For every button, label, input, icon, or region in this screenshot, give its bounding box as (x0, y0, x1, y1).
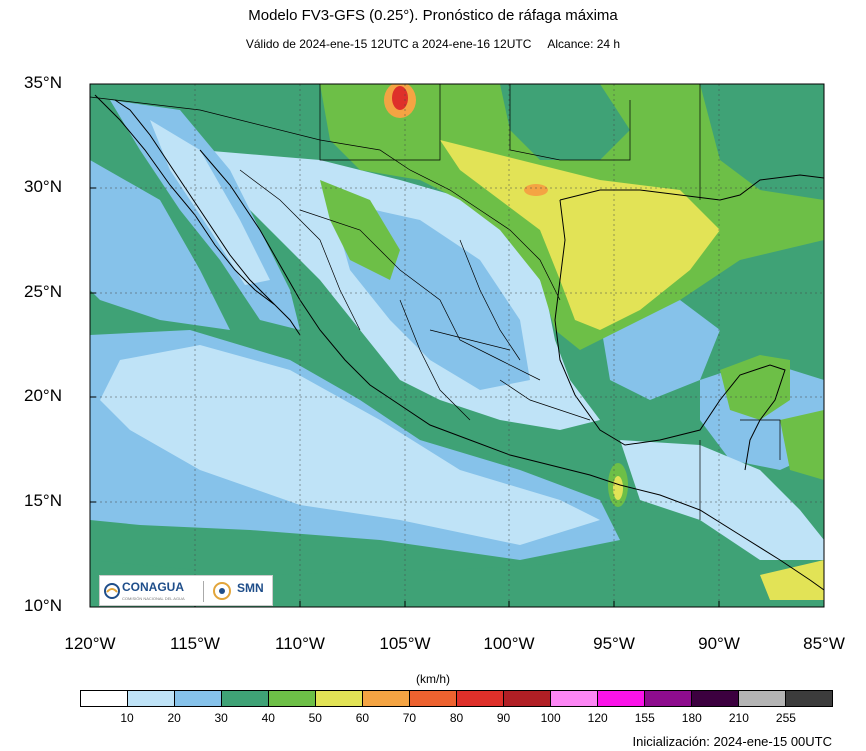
colorbar (80, 690, 833, 707)
graticule (90, 84, 824, 607)
gust-field-baja-inner (150, 120, 270, 285)
lon-label-115: 115°W (170, 634, 220, 653)
colorbar-tick-label: 100 (540, 711, 561, 725)
colorbar-tick-label: 60 (355, 711, 370, 725)
smn-logo-text: SMN (237, 581, 264, 595)
colorbar-swatch (457, 691, 504, 706)
lat-label-30: 30°N (24, 177, 62, 196)
colorbar-tick-label: 80 (449, 711, 464, 725)
lon-label-100: 100°W (483, 634, 535, 653)
lat-label-20: 20°N (24, 386, 62, 405)
conagua-logo-text: CONAGUA (122, 580, 184, 594)
gust-field-south-band (90, 560, 824, 607)
conagua-logo-icon (104, 583, 120, 599)
lat-label-10: 10°N (24, 596, 62, 615)
gust-field-tehuantepec-core (613, 476, 623, 500)
colorbar-swatch (269, 691, 316, 706)
colorbar-tick-label: 20 (167, 711, 181, 725)
gust-field-pacific-offshore (100, 345, 600, 545)
colorbar-swatch (316, 691, 363, 706)
map-subtitle: Válido de 2024-ene-15 12UTC a 2024-ene-1… (0, 37, 866, 51)
conagua-logo-subtext: COMISIÓN NACIONAL DEL AGUA (122, 596, 185, 601)
colorbar-tick-label: 255 (775, 711, 796, 725)
colorbar-swatch (410, 691, 457, 706)
colorbar-swatch (786, 691, 832, 706)
agency-logos: CONAGUA COMISIÓN NACIONAL DEL AGUA SMN (99, 575, 273, 606)
colorbar-swatch (551, 691, 598, 706)
logo-separator (203, 581, 204, 602)
smn-logo-icon (213, 582, 231, 600)
lon-label-95: 95°W (593, 634, 635, 653)
gust-field-pacific-north (90, 160, 230, 330)
colorbar-swatch (598, 691, 645, 706)
colorbar-tick-label: 50 (308, 711, 322, 725)
colorbar-tick-label: 180 (681, 711, 702, 725)
colorbar-swatch (128, 691, 175, 706)
colorbar-tick-label: 40 (261, 711, 275, 725)
lon-label-85: 85°W (803, 634, 845, 653)
map-frame (89, 83, 825, 608)
colorbar-swatch (645, 691, 692, 706)
colorbar-tick-label: 70 (402, 711, 417, 725)
gust-field-north-dark (500, 84, 630, 160)
gust-field-caribbean-green (780, 410, 824, 480)
colorbar-swatch (363, 691, 410, 706)
wind-gust-map (89, 83, 825, 608)
forecast-range-text: Alcance: 24 h (547, 37, 621, 51)
lat-label-35: 35°N (24, 73, 62, 92)
colorbar-tick-label: 30 (214, 711, 228, 725)
colorbar-swatch (739, 691, 786, 706)
colorbar-tick-label: 120 (587, 711, 608, 725)
lon-label-105: 105°W (379, 634, 431, 653)
colorbar-units: (km/h) (416, 672, 450, 686)
gust-field-central-america (620, 440, 824, 560)
colorbar-tick-label: 10 (120, 711, 134, 725)
gust-field-red-rockies (392, 86, 408, 110)
gust-field-orange-peak (524, 184, 548, 196)
lon-label-90: 90°W (698, 634, 740, 653)
lat-label-15: 15°N (24, 491, 62, 510)
lon-label-120: 120°W (64, 634, 116, 653)
colorbar-swatch (175, 691, 222, 706)
colorbar-swatch (222, 691, 269, 706)
colorbar-swatch (692, 691, 739, 706)
validity-text: Válido de 2024-ene-15 12UTC a 2024-ene-1… (245, 37, 532, 51)
initialization-text: Inicialización: 2024-ene-15 00UTC (632, 734, 832, 749)
gust-field-caribbean-yellow (760, 560, 824, 600)
gust-field-texas-yellow (440, 140, 720, 330)
colorbar-tick-label: 155 (634, 711, 655, 725)
colorbar-tick-label: 90 (496, 711, 511, 725)
colorbar-swatch (504, 691, 551, 706)
lat-label-25: 25°N (24, 282, 62, 301)
borders (90, 84, 781, 520)
map-title: Modelo FV3-GFS (0.25°). Pronóstico de rá… (248, 7, 618, 24)
colorbar-tick-label: 210 (728, 711, 749, 725)
gust-field-east-dark (700, 84, 824, 200)
colorbar-swatch (81, 691, 128, 706)
axis-ticks (89, 83, 825, 608)
lon-label-110: 110°W (275, 634, 325, 653)
